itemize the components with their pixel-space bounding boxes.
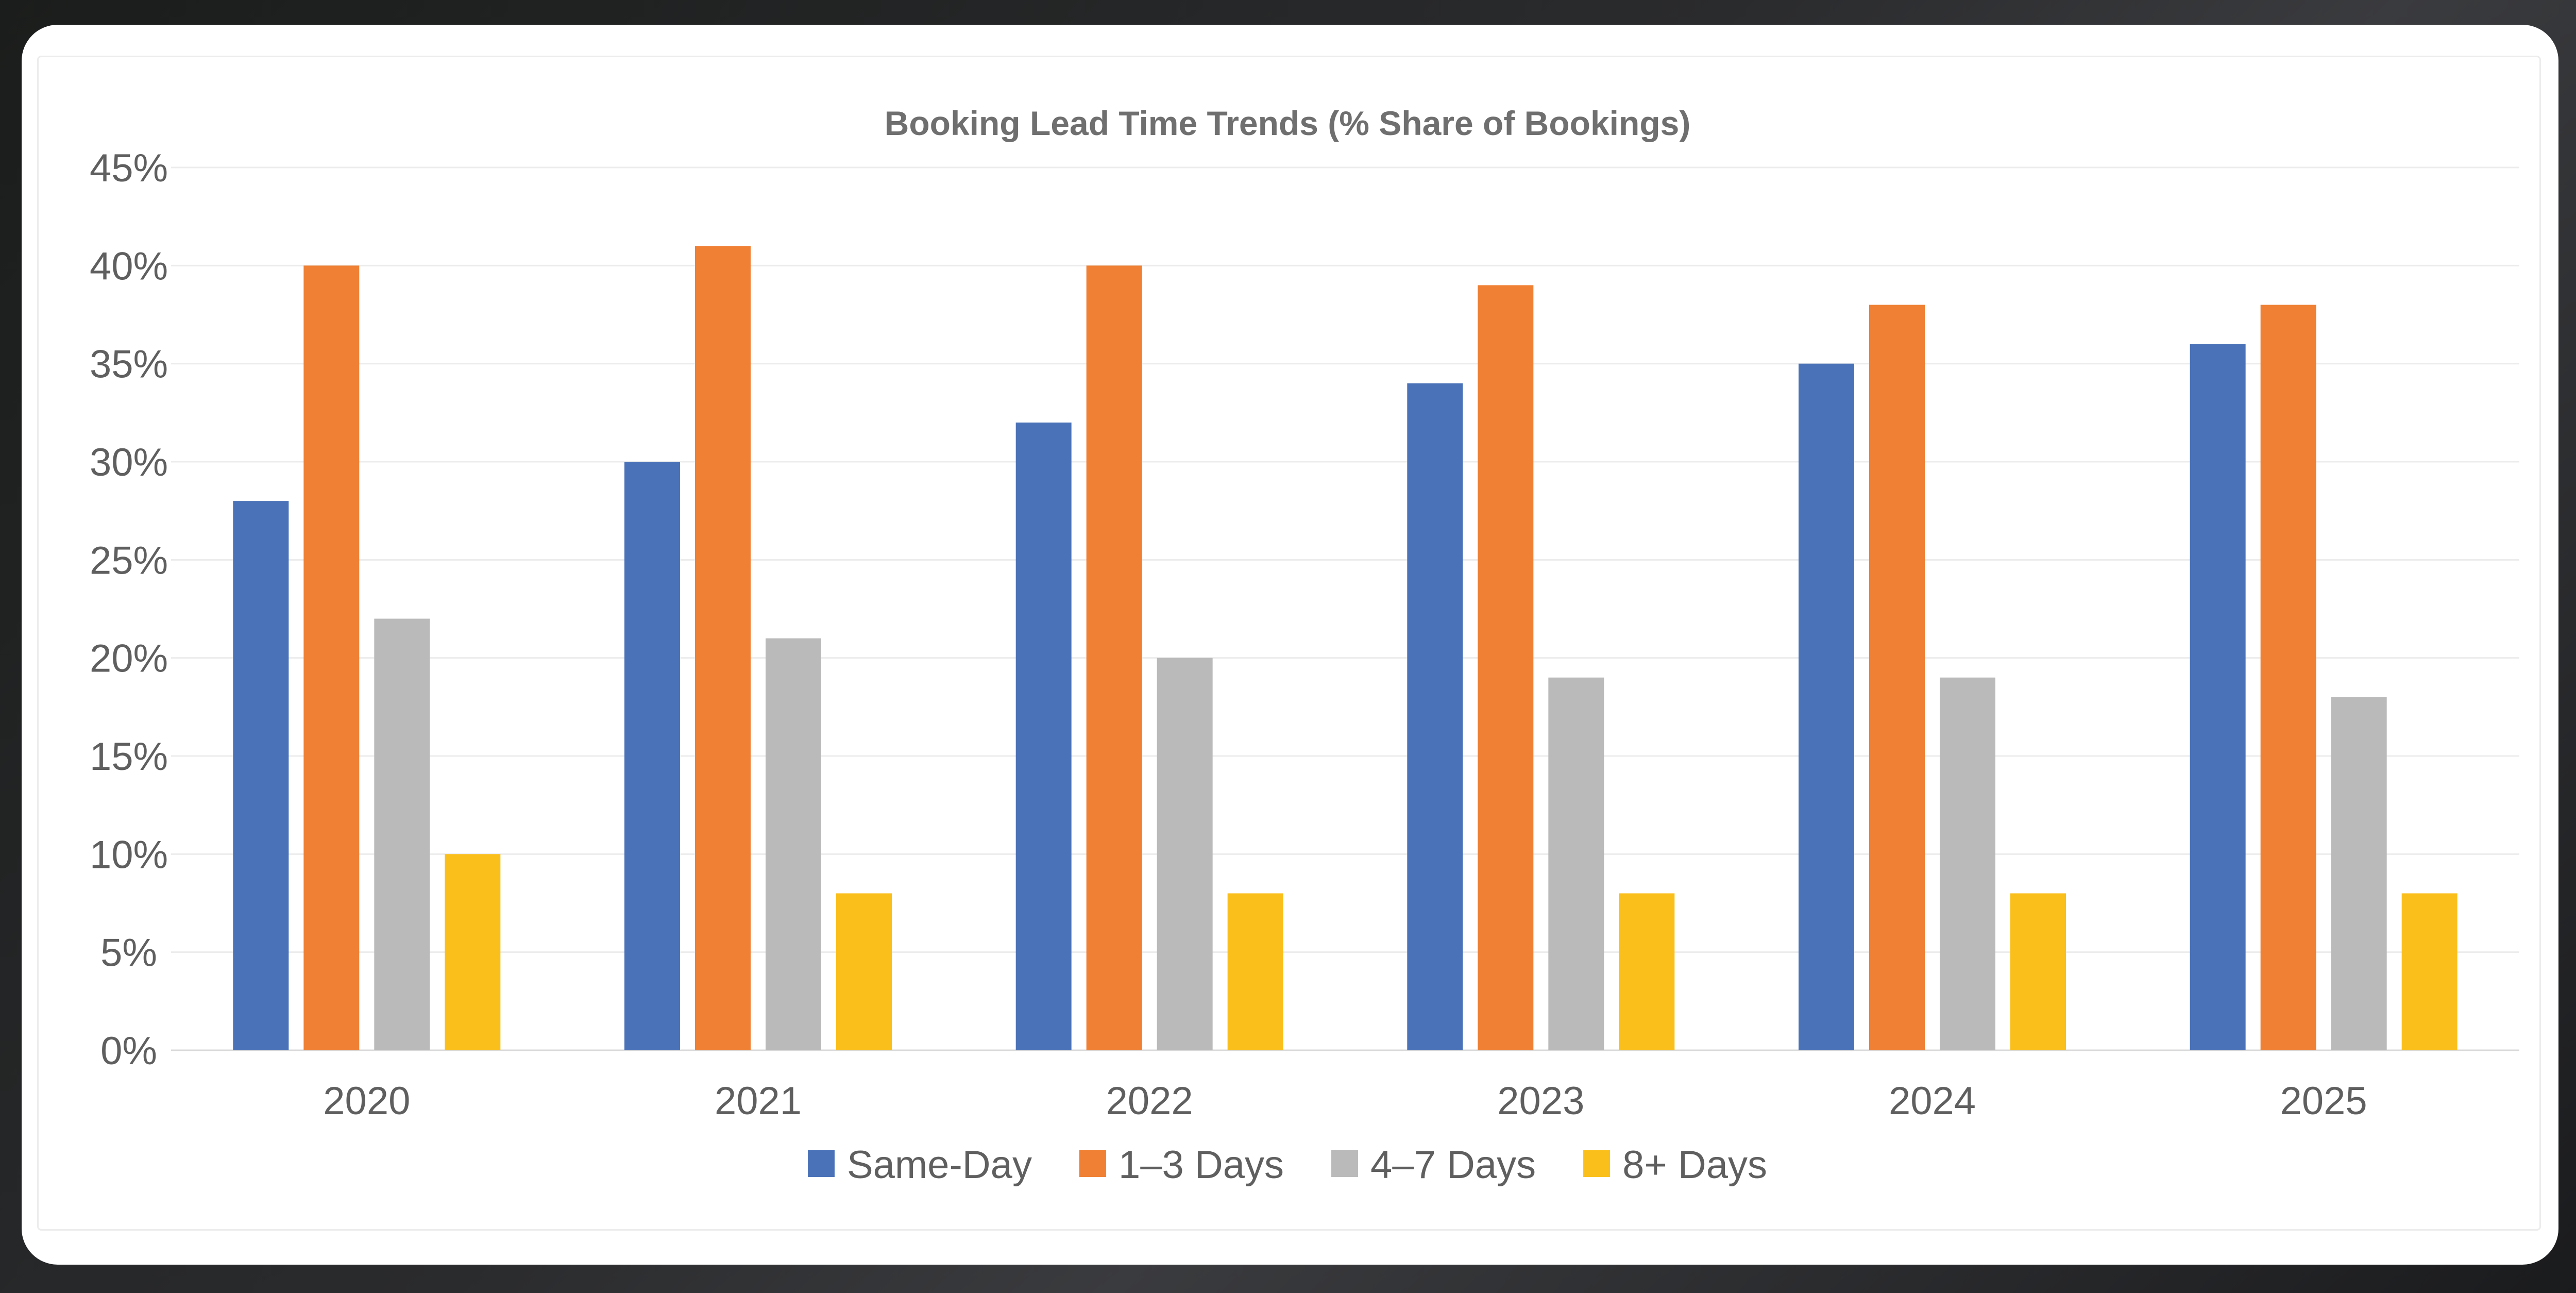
bar-8-days-2024 (2010, 893, 2066, 1050)
bar-same-day-2021 (624, 462, 680, 1050)
bar-8-days-2025 (2401, 893, 2458, 1050)
legend-label: Same-Day (847, 1143, 1032, 1187)
bar-1-3-days-2020 (303, 265, 360, 1050)
x-axis-ticks: 2020 2021 2022 2023 2024 2025 (323, 1079, 2367, 1123)
bar-8-days-2022 (1227, 893, 1283, 1050)
bar-same-day-2024 (1799, 363, 1854, 1050)
bar-chart: Booking Lead Time Trends (% Share of Boo… (90, 104, 2519, 1187)
legend-item: Same-Day (807, 1143, 1032, 1187)
legend-swatch (807, 1150, 835, 1177)
x-tick-label: 2022 (1106, 1079, 1193, 1123)
bar-8-days-2021 (836, 893, 892, 1050)
bar-1-3-days-2022 (1086, 265, 1142, 1050)
bar-1-3-days-2025 (2260, 305, 2316, 1050)
legend-item: 8+ Days (1583, 1143, 1767, 1187)
legend-swatch (1331, 1150, 1359, 1177)
bar-4-7-days-2020 (374, 618, 430, 1050)
bar-1-3-days-2024 (1869, 305, 1925, 1050)
legend-item: 4–7 Days (1331, 1143, 1536, 1187)
chart-frame (37, 56, 2541, 1231)
chart-title: Booking Lead Time Trends (% Share of Boo… (885, 104, 1691, 142)
y-axis-ticks: 0% 5% 10% 15% 20% 25% 30% 35% 40% 45% (90, 146, 168, 1073)
legend-item: 1–3 Days (1079, 1143, 1284, 1187)
x-tick-label: 2021 (715, 1079, 802, 1123)
bar-same-day-2022 (1015, 422, 1072, 1050)
legend-label: 4–7 Days (1370, 1143, 1536, 1187)
y-tick-label: 30% (90, 441, 168, 484)
x-tick-label: 2023 (1497, 1079, 1584, 1123)
bar-4-7-days-2022 (1157, 658, 1213, 1050)
legend-swatch (1079, 1150, 1106, 1177)
legend: Same-Day 1–3 Days 4–7 Days 8+ Days (807, 1143, 1767, 1187)
x-tick-label: 2025 (2280, 1079, 2367, 1123)
x-tick-label: 2020 (323, 1079, 410, 1123)
y-tick-label: 5% (100, 931, 157, 975)
bar-same-day-2020 (233, 501, 289, 1051)
y-tick-label: 0% (100, 1029, 157, 1073)
legend-label: 8+ Days (1622, 1143, 1767, 1187)
y-tick-label: 35% (90, 343, 168, 387)
bar-1-3-days-2023 (1478, 285, 1534, 1050)
x-tick-label: 2024 (1889, 1079, 1976, 1123)
bars (233, 246, 2458, 1051)
bar-4-7-days-2021 (766, 638, 821, 1050)
y-tick-label: 10% (90, 833, 168, 877)
bar-same-day-2023 (1407, 383, 1463, 1050)
y-tick-label: 20% (90, 637, 168, 681)
bar-1-3-days-2021 (695, 246, 751, 1051)
bar-4-7-days-2025 (2331, 697, 2387, 1050)
legend-swatch (1583, 1150, 1611, 1177)
y-tick-label: 15% (90, 735, 168, 779)
bar-8-days-2020 (445, 854, 501, 1050)
gridlines (171, 166, 2519, 1051)
bar-8-days-2023 (1619, 893, 1675, 1050)
legend-label: 1–3 Days (1118, 1143, 1284, 1187)
bar-4-7-days-2023 (1548, 677, 1604, 1050)
y-tick-label: 25% (90, 539, 168, 582)
chart-card: Booking Lead Time Trends (% Share of Boo… (22, 25, 2558, 1265)
y-tick-label: 40% (90, 244, 168, 288)
bar-4-7-days-2024 (1940, 677, 1995, 1050)
bar-same-day-2025 (2190, 344, 2246, 1050)
y-tick-label: 45% (90, 146, 168, 190)
